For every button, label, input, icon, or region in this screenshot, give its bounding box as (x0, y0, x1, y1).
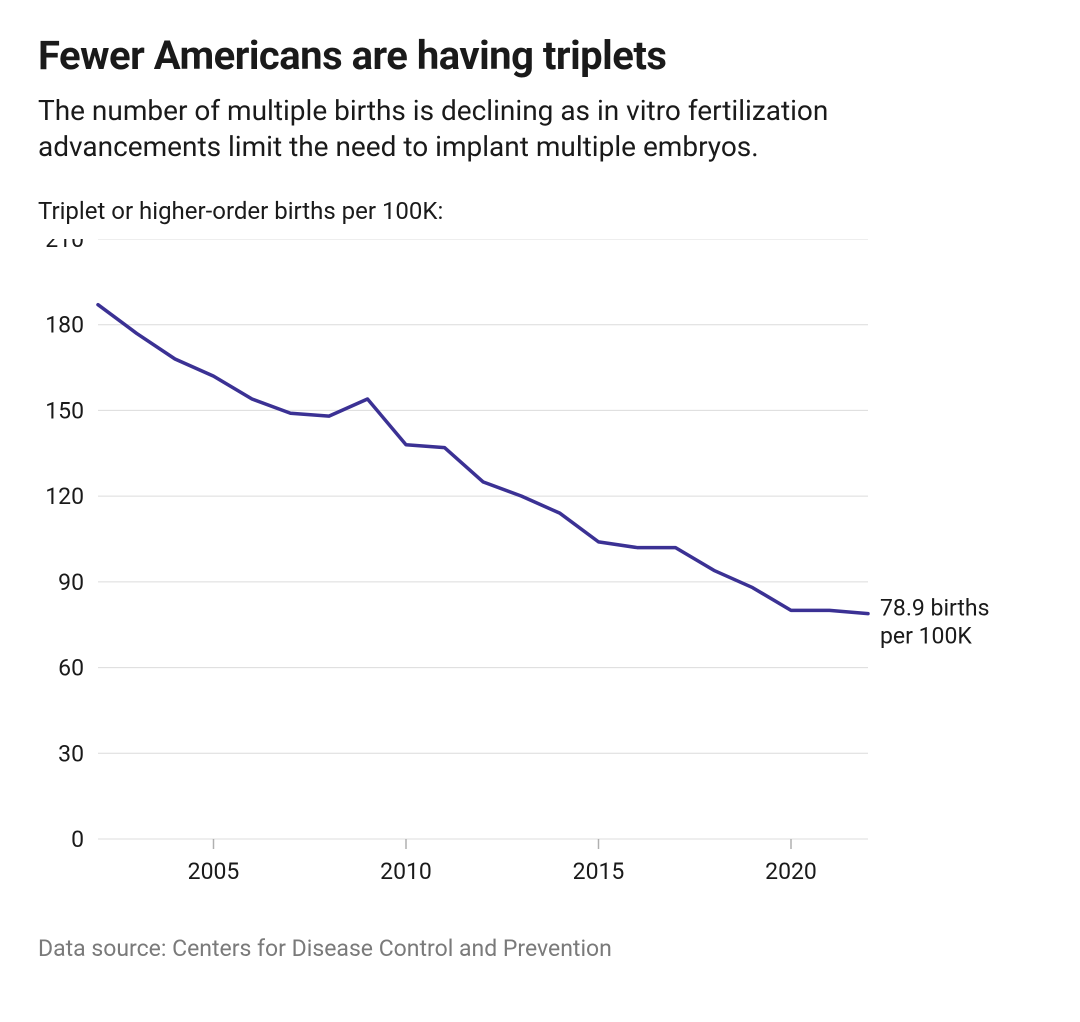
data-source: Data source: Centers for Disease Control… (38, 935, 1060, 962)
svg-text:120: 120 (45, 483, 84, 510)
svg-text:30: 30 (58, 740, 84, 767)
svg-text:78.9 births: 78.9 births (880, 594, 989, 621)
svg-text:0: 0 (71, 826, 84, 853)
chart-plot-area: 0 30 60 90 120 150 180 210 2005 2010 2015 2020 78.9 … (38, 239, 1048, 899)
y-axis-label: Triplet or higher-order births per 100K: (38, 197, 1060, 225)
svg-text:per 100K: per 100K (880, 622, 972, 649)
svg-text:180: 180 (45, 311, 84, 338)
svg-text:2005: 2005 (188, 858, 240, 885)
svg-text:150: 150 (45, 397, 84, 424)
svg-text:2010: 2010 (380, 858, 432, 885)
svg-text:2020: 2020 (765, 858, 817, 885)
svg-text:210: 210 (45, 239, 84, 253)
svg-text:60: 60 (58, 654, 84, 681)
chart-container: Fewer Americans are having triplets The … (0, 0, 1080, 1022)
chart-title: Fewer Americans are having triplets (38, 32, 1060, 79)
chart-subtitle: The number of multiple births is declini… (38, 93, 998, 165)
line-chart-svg: 0 30 60 90 120 150 180 210 2005 2010 2015 2020 78.9 … (38, 239, 1048, 899)
svg-text:90: 90 (58, 569, 84, 596)
svg-text:2015: 2015 (573, 858, 625, 885)
